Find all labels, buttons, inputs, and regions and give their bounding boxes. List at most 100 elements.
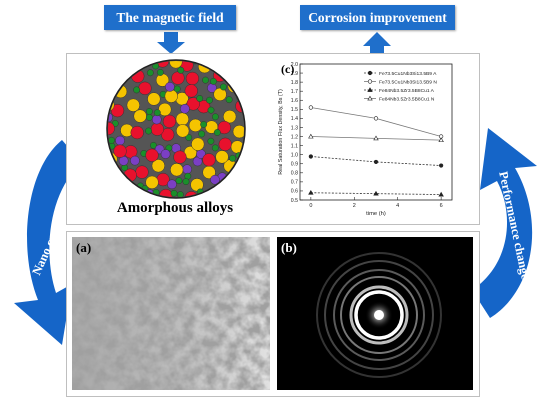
atom	[161, 128, 175, 142]
atom	[114, 61, 125, 66]
atom	[185, 134, 193, 141]
legend-marker	[367, 87, 373, 92]
atom	[223, 109, 237, 124]
atom	[213, 187, 224, 197]
atom	[108, 121, 115, 136]
atom	[221, 190, 231, 197]
y-tick-label: 0.9	[291, 162, 298, 168]
y-tick-label: 0.7	[291, 180, 298, 186]
y-tick-label: 1.8	[291, 80, 298, 86]
atom	[200, 121, 208, 128]
atom	[170, 163, 184, 177]
atom	[135, 165, 149, 179]
atom	[186, 97, 200, 111]
atom	[115, 135, 125, 146]
atom	[176, 191, 184, 197]
data-point	[308, 105, 313, 110]
atom	[188, 118, 203, 133]
atom	[198, 130, 206, 138]
atom	[211, 113, 219, 121]
diffraction-pattern	[277, 237, 473, 390]
atom	[146, 69, 154, 77]
legend-marker	[367, 70, 373, 76]
panel-c-label: (c)	[281, 62, 295, 76]
atom	[225, 96, 233, 104]
tem-micrograph	[72, 237, 270, 390]
y-tick-label: 1.6	[291, 98, 298, 104]
y-tick-label: 1.2	[291, 134, 298, 140]
atom	[130, 155, 140, 166]
atom	[151, 159, 165, 173]
atom	[133, 109, 147, 123]
atom	[218, 137, 232, 151]
atom	[240, 83, 244, 90]
atom	[209, 77, 217, 85]
data-point	[438, 137, 444, 143]
y-tick-label: 0.8	[291, 171, 298, 177]
atom	[215, 150, 229, 164]
atom	[182, 178, 190, 186]
data-point	[373, 159, 379, 165]
atom	[236, 88, 244, 96]
atom	[145, 113, 153, 121]
legend-marker	[367, 95, 373, 101]
y-tick-label: 1.4	[291, 116, 298, 122]
atom	[145, 175, 159, 189]
data-point	[373, 116, 379, 121]
atom	[230, 178, 244, 192]
atom	[217, 120, 231, 135]
atom	[191, 137, 205, 151]
atom	[117, 180, 132, 195]
series-line	[310, 156, 442, 166]
chart-frame	[299, 63, 453, 201]
atom	[224, 64, 232, 72]
flux-density-chart: 0.5 0.6 0.7 0.8 0.9 1.0 1.1 1.2 1.3 1.4 1.5 1.6 1.7 1…	[276, 56, 462, 221]
atom	[126, 98, 140, 112]
atom	[164, 89, 178, 103]
data-point	[438, 191, 444, 197]
y-tick-label: 0.6	[291, 189, 298, 195]
y-tick-label: 1.1	[291, 143, 298, 149]
x-axis-label: time (h)	[366, 211, 386, 217]
atom	[113, 144, 127, 158]
atom	[211, 144, 219, 152]
atom	[109, 78, 117, 86]
x-tick-label: 0	[309, 203, 312, 209]
atom	[207, 137, 215, 145]
atom	[167, 179, 177, 190]
atom	[133, 86, 141, 94]
y-tick-label: 0.5	[291, 198, 298, 204]
magnetic-field-label: The magnetic field	[104, 5, 236, 30]
atom	[115, 77, 122, 85]
atom	[229, 190, 244, 197]
data-point	[373, 135, 379, 141]
atom	[147, 92, 161, 106]
data-point	[308, 154, 313, 159]
legend-entry: Fe73.5Cu1Nb3Si13.5B9 N	[379, 79, 437, 85]
atom	[202, 76, 209, 84]
atom	[185, 71, 200, 86]
legend-entry: Fe73.5Cu1Nb3Si13.5B9 A	[379, 71, 437, 77]
right-curved-arrow	[472, 128, 537, 318]
atom	[145, 127, 152, 135]
atom	[125, 188, 139, 197]
atom	[196, 95, 204, 102]
atom	[130, 125, 144, 140]
y-tick-label: 1.3	[291, 125, 298, 131]
data-point	[308, 189, 314, 195]
atom	[177, 66, 185, 74]
y-axis-label: Real Saturation Flux Density, Bs (T)	[278, 89, 284, 175]
y-tick-label: 1.0	[291, 152, 298, 158]
atom	[108, 181, 115, 189]
atom	[241, 69, 244, 77]
atom	[202, 153, 216, 167]
atom	[145, 108, 153, 115]
atom	[156, 68, 164, 76]
atom	[108, 163, 111, 171]
legend-marker	[367, 79, 373, 84]
atom	[230, 61, 244, 74]
atom	[220, 83, 227, 91]
atom	[150, 122, 164, 136]
atom	[151, 114, 162, 125]
atom	[153, 109, 161, 117]
